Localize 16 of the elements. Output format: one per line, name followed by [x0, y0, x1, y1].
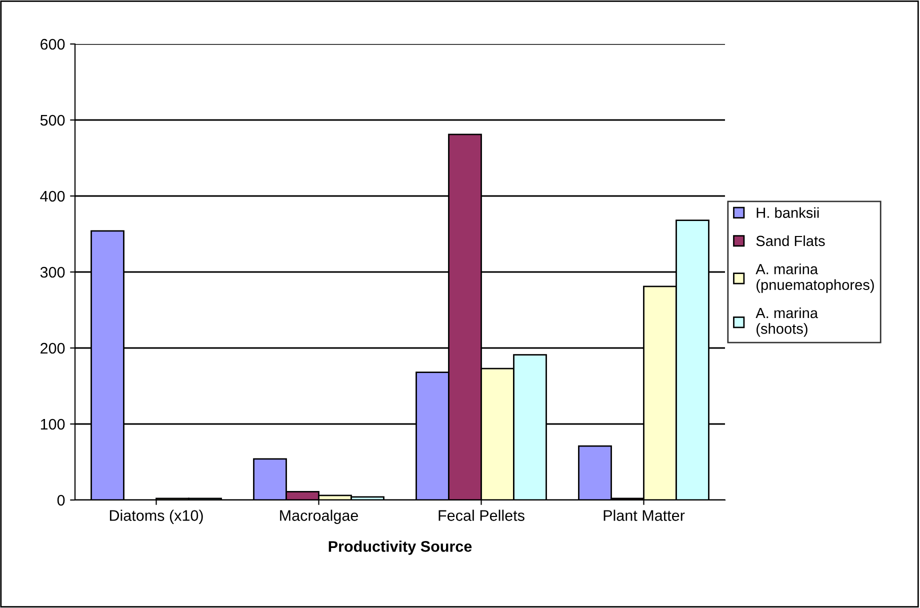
x-tick-label: Plant Matter	[604, 510, 685, 521]
y-tick-label: 300	[40, 266, 65, 278]
y-tick-label: 100	[40, 418, 65, 430]
x-axis-title: Productivity Source	[328, 540, 472, 555]
legend-label: Sand Flats	[756, 235, 825, 246]
legend-label: A. marina (pnuematophores)	[756, 264, 874, 293]
legend-label: A. marina (shoots)	[756, 307, 818, 337]
y-tick-label: 400	[40, 190, 65, 202]
x-tick-label: Diatoms (x10)	[110, 510, 203, 524]
y-tick-label: 200	[40, 342, 65, 354]
legend-label: H. banksii	[756, 207, 819, 218]
x-tick-label: Macroalgae	[280, 510, 358, 524]
y-tick-label: 500	[40, 114, 65, 126]
x-tick-label: Fecal Pellets	[438, 510, 524, 521]
y-tick-label: 0	[57, 494, 65, 506]
y-tick-label: 600	[40, 38, 65, 50]
